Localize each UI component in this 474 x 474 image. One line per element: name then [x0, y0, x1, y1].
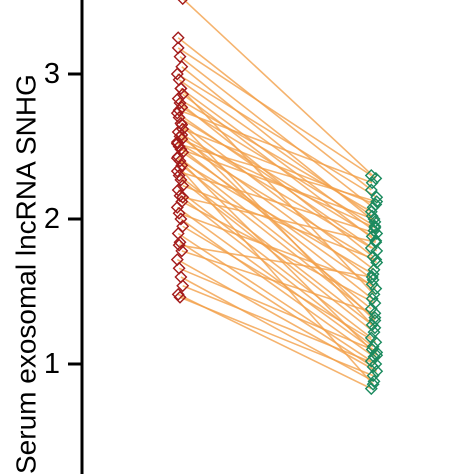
- group1-point: [172, 169, 186, 182]
- group2-point: [366, 369, 380, 383]
- pair-line: [177, 170, 377, 235]
- group1-point: [174, 173, 188, 187]
- y-tick-label: 1: [44, 348, 60, 380]
- group1-point: [172, 238, 186, 252]
- group1-point: [173, 96, 187, 110]
- group2-point: [369, 235, 383, 249]
- pair-line: [177, 131, 372, 249]
- pair-line: [177, 97, 372, 213]
- group2-point: [368, 219, 382, 233]
- group2-point: [364, 382, 378, 396]
- group1-point: [170, 67, 184, 81]
- pair-line: [181, 250, 376, 315]
- group1-point: [171, 92, 185, 106]
- group2-point: [370, 348, 384, 362]
- pair-line: [179, 296, 374, 377]
- y-tick-label: 2: [44, 203, 60, 235]
- pair-line: [181, 164, 376, 319]
- group1-point: [173, 161, 187, 175]
- pair-line: [180, 218, 375, 358]
- y-axis-ticks: 1 2 3: [44, 58, 82, 380]
- group2-point: [369, 357, 383, 371]
- pair-line: [178, 116, 373, 238]
- group1-point: [172, 111, 186, 124]
- pair-line: [177, 189, 372, 339]
- pair-line: [176, 258, 378, 372]
- pair-line: [181, 134, 376, 322]
- group1-point: [174, 212, 188, 226]
- group1-point: [170, 137, 184, 151]
- pair-line: [176, 73, 378, 198]
- pair-line: [180, 87, 375, 295]
- group2-point: [368, 306, 382, 320]
- group2-point: [365, 229, 379, 243]
- group2-point: [365, 176, 379, 190]
- y-axis-label: Serum exosomal lncRNA SNHG: [11, 74, 42, 474]
- group1-point: [173, 154, 187, 168]
- group1-point: [174, 82, 188, 95]
- pair-lines: [176, 0, 378, 390]
- group2-point: [369, 253, 383, 267]
- group2-point: [368, 221, 382, 235]
- y-tick-label: 3: [44, 58, 60, 90]
- data-points: [170, 0, 384, 396]
- pair-line: [178, 244, 373, 278]
- group2-point: [370, 195, 384, 209]
- group1-point: [176, 190, 190, 204]
- group2-point: [364, 169, 378, 182]
- pair-line: [179, 102, 374, 258]
- group2-point: [368, 321, 382, 335]
- group1-point: [172, 103, 186, 117]
- group1-point: [173, 189, 187, 203]
- group2-point: [370, 345, 384, 359]
- pair-line: [176, 206, 378, 354]
- group1-point: [170, 164, 184, 178]
- pair-line: [179, 55, 374, 209]
- group2-point: [369, 282, 383, 296]
- group2-point: [368, 314, 382, 327]
- group1-point: [175, 128, 189, 142]
- group2-point: [364, 183, 378, 197]
- group1-point: [177, 0, 188, 6]
- pair-line: [181, 124, 376, 329]
- pair-line: [179, 160, 374, 275]
- group2-point: [367, 287, 381, 301]
- pair-line: [178, 267, 373, 351]
- pair-line: [179, 167, 374, 385]
- group1-point: [170, 200, 184, 214]
- group1-point: [172, 206, 186, 220]
- group2-point: [365, 270, 379, 284]
- pair-line: [180, 122, 375, 271]
- group1-point: [174, 142, 188, 156]
- group2-point: [370, 227, 384, 240]
- group1-point: [170, 106, 184, 120]
- pair-line: [182, 184, 377, 261]
- pair-line: [176, 157, 378, 356]
- pair-line: [183, 0, 377, 179]
- group2-point: [366, 200, 380, 214]
- pair-line: [177, 232, 372, 362]
- group1-point: [176, 279, 190, 293]
- pair-line: [177, 47, 372, 177]
- pair-line: [177, 142, 377, 203]
- group2-point: [367, 212, 381, 226]
- group2-point: [367, 374, 381, 388]
- group1-point: [170, 151, 184, 165]
- pair-line: [177, 37, 372, 191]
- group1-point: [171, 41, 185, 55]
- pair-line: [178, 109, 373, 184]
- pair-line: [179, 241, 374, 368]
- group2-point: [366, 377, 380, 391]
- pair-line: [180, 148, 375, 220]
- pair-line: [181, 200, 376, 304]
- group1-point: [171, 287, 185, 301]
- group1-point: [173, 290, 187, 304]
- pair-line: [181, 66, 376, 223]
- pair-line: [180, 276, 375, 383]
- group2-point: [370, 190, 384, 204]
- pair-line: [182, 196, 376, 243]
